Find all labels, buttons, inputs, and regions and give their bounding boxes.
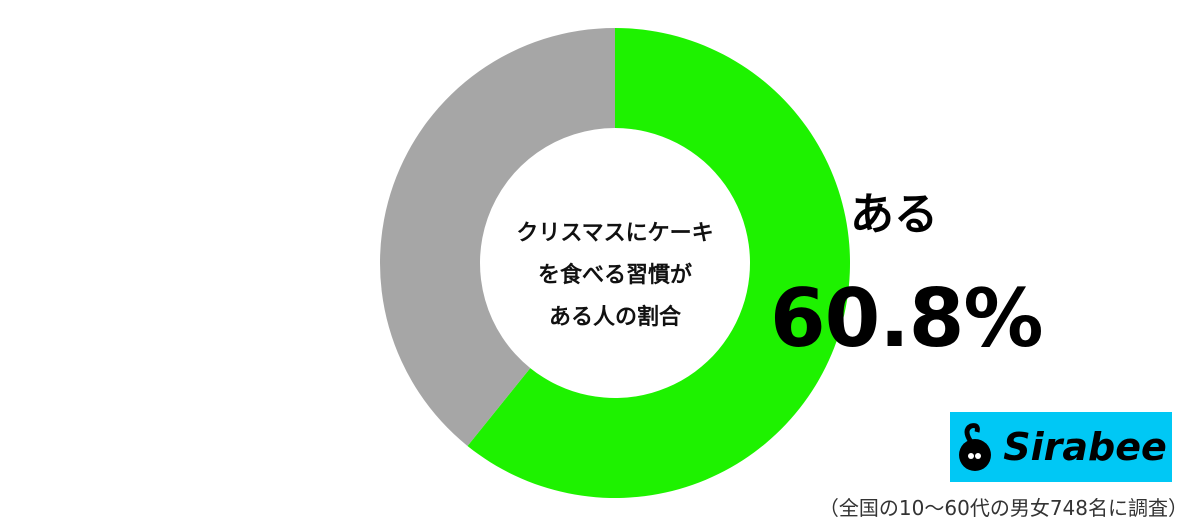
- slice-label: ある: [850, 189, 938, 240]
- sirabee-mascot-icon: [959, 423, 992, 471]
- logo-text: Sirabee: [1003, 425, 1167, 469]
- chart-title-line: ある人の割合: [548, 305, 681, 330]
- slice-ある: [467, 28, 851, 499]
- chart-title: クリスマスにケーキ を食べる習慣が ある人の割合: [480, 213, 750, 339]
- slice-value: 60.8%: [770, 272, 1044, 365]
- slice-other: [380, 28, 615, 446]
- footnote: （全国の10〜60代の男女748名に調査）: [818, 496, 1188, 520]
- chart-title-line: クリスマスにケーキ: [516, 221, 714, 246]
- chart-title-line: を食べる習慣が: [537, 263, 692, 288]
- sirabee-logo: Sirabee: [950, 412, 1172, 482]
